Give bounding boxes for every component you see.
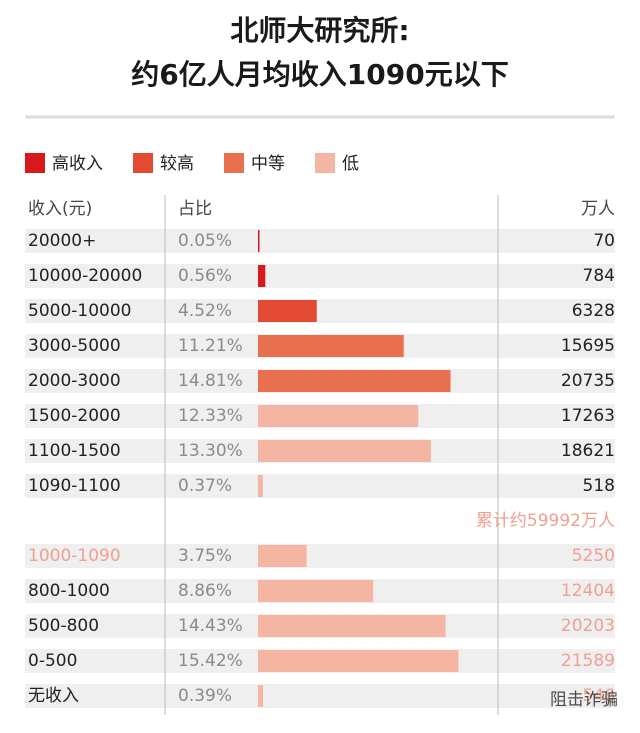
legend-swatch [224, 153, 244, 173]
row-background [25, 229, 615, 253]
bar [258, 685, 264, 707]
count-label: 12404 [561, 581, 615, 601]
legend-swatch [25, 153, 45, 173]
bar [258, 615, 446, 637]
legend-swatch [315, 153, 335, 173]
category-label: 10000-20000 [28, 266, 142, 286]
bar [258, 335, 404, 357]
percent-label: 4.52% [178, 301, 232, 321]
row-background [25, 684, 615, 708]
percent-label: 14.43% [178, 616, 243, 636]
count-label: 15695 [561, 336, 615, 356]
column-header: 收入(元) [28, 199, 92, 219]
chart-title: 约6亿人月均收入1090元以下 [131, 58, 508, 91]
bar [258, 475, 263, 497]
count-label: 20203 [561, 616, 615, 636]
row-background [25, 299, 615, 323]
legend-label: 低 [342, 154, 359, 174]
count-label: 70 [593, 231, 615, 251]
count-label: 5250 [572, 546, 615, 566]
percent-label: 13.30% [178, 441, 243, 461]
percent-label: 11.21% [178, 336, 243, 356]
row-background [25, 544, 615, 568]
category-label: 0-500 [28, 651, 77, 671]
category-label: 5000-10000 [28, 301, 131, 321]
watermark: 阻击诈骗 [550, 690, 618, 710]
chart-title: 北师大研究所: [230, 14, 409, 47]
bar [258, 370, 451, 392]
category-label: 3000-5000 [28, 336, 121, 356]
row-background [25, 264, 615, 288]
count-label: 784 [583, 266, 615, 286]
bar [258, 650, 459, 672]
bar [258, 230, 260, 252]
column-header: 万人 [581, 199, 615, 219]
column-header: 占比 [178, 199, 212, 219]
percent-label: 0.05% [178, 231, 232, 251]
count-label: 6328 [572, 301, 615, 321]
percent-label: 0.39% [178, 686, 232, 706]
annotation: 累计约59992万人 [476, 511, 615, 531]
percent-label: 8.86% [178, 581, 232, 601]
percent-label: 12.33% [178, 406, 243, 426]
bar [258, 545, 307, 567]
legend-label: 较高 [160, 154, 194, 174]
bar [258, 300, 317, 322]
category-label: 800-1000 [28, 581, 110, 601]
legend-label: 高收入 [52, 154, 103, 174]
category-label: 1100-1500 [28, 441, 121, 461]
percent-label: 0.56% [178, 266, 232, 286]
count-label: 17263 [561, 406, 615, 426]
category-label: 1500-2000 [28, 406, 121, 426]
bar [258, 440, 431, 462]
row-background [25, 474, 615, 498]
category-label: 500-800 [28, 616, 99, 636]
percent-label: 15.42% [178, 651, 243, 671]
count-label: 20735 [561, 371, 615, 391]
percent-label: 14.81% [178, 371, 243, 391]
category-label: 1000-1090 [28, 546, 121, 566]
category-label: 无收入 [28, 686, 79, 706]
count-label: 18621 [561, 441, 615, 461]
category-label: 20000+ [28, 231, 96, 251]
category-label: 1090-1100 [28, 476, 121, 496]
percent-label: 3.75% [178, 546, 232, 566]
percent-label: 0.37% [178, 476, 232, 496]
count-label: 546 [583, 686, 615, 706]
legend-label: 中等 [251, 154, 285, 174]
count-label: 518 [583, 476, 615, 496]
category-label: 2000-3000 [28, 371, 121, 391]
legend-swatch [133, 153, 153, 173]
count-label: 21589 [561, 651, 615, 671]
bar [258, 265, 266, 287]
bar [258, 405, 419, 427]
bar [258, 580, 374, 602]
